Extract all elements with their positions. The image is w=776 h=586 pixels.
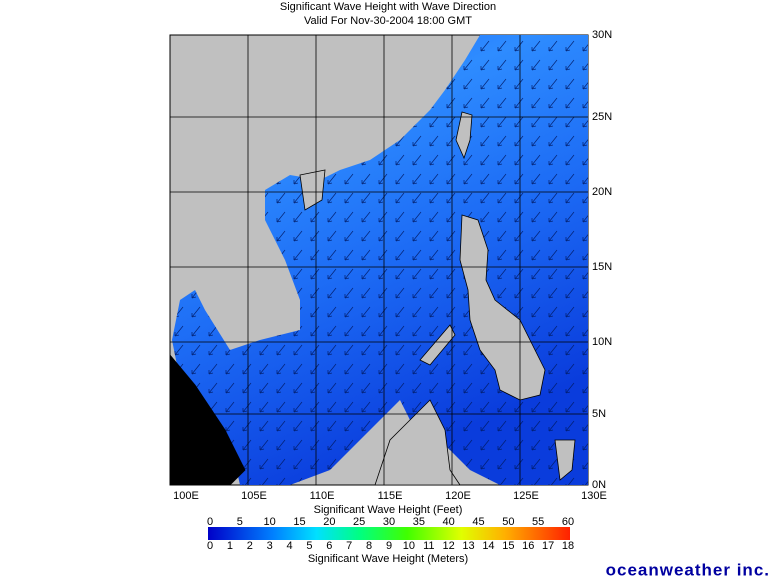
feet-tick-label: 50 bbox=[502, 516, 514, 528]
meters-tick-label: 10 bbox=[403, 540, 415, 552]
feet-tick-label: 5 bbox=[237, 516, 243, 528]
meters-tick-label: 15 bbox=[502, 540, 514, 552]
lat-label: 20N bbox=[592, 186, 612, 198]
lon-label: 100E bbox=[173, 490, 199, 502]
meters-tick-label: 16 bbox=[522, 540, 534, 552]
feet-tick-label: 30 bbox=[383, 516, 395, 528]
lon-label: 110E bbox=[310, 490, 335, 502]
meters-tick-label: 9 bbox=[386, 540, 392, 552]
meters-tick-label: 17 bbox=[542, 540, 554, 552]
lon-label: 125E bbox=[513, 490, 539, 502]
title: Significant Wave Height with Wave Direct… bbox=[280, 1, 496, 13]
meters-tick-label: 7 bbox=[346, 540, 352, 552]
meters-tick-label: 11 bbox=[423, 540, 434, 552]
lon-label: 120E bbox=[445, 490, 471, 502]
lat-label: 15N bbox=[592, 261, 612, 273]
meters-tick-label: 5 bbox=[306, 540, 312, 552]
feet-tick-label: 55 bbox=[532, 516, 544, 528]
feet-tick-label: 15 bbox=[293, 516, 305, 528]
meters-tick-label: 14 bbox=[482, 540, 494, 552]
feet-tick-label: 40 bbox=[443, 516, 455, 528]
colorbar bbox=[208, 527, 570, 540]
meters-tick-label: 0 bbox=[207, 540, 213, 552]
feet-tick-label: 25 bbox=[353, 516, 365, 528]
graticule bbox=[170, 35, 588, 485]
lat-label: 0N bbox=[592, 479, 606, 491]
lat-label: 10N bbox=[592, 336, 612, 348]
meters-tick-label: 2 bbox=[247, 540, 253, 552]
meters-tick-label: 3 bbox=[267, 540, 273, 552]
lon-label: 130E bbox=[581, 490, 607, 502]
meters-tick-label: 13 bbox=[462, 540, 474, 552]
meters-tick-label: 6 bbox=[326, 540, 332, 552]
meters-tick-label: 1 bbox=[227, 540, 233, 552]
lat-label: 30N bbox=[592, 29, 612, 41]
lat-label: 25N bbox=[592, 111, 612, 123]
logo: oceanweather inc. bbox=[606, 560, 770, 579]
meters-tick-label: 4 bbox=[286, 540, 292, 552]
sea-arrows bbox=[172, 35, 588, 485]
colorbar-feet-title: Significant Wave Height (Feet) bbox=[314, 504, 463, 516]
meters-tick-label: 18 bbox=[562, 540, 574, 552]
meters-tick-label: 8 bbox=[366, 540, 372, 552]
islands bbox=[169, 111, 576, 486]
lat-label: 5N bbox=[592, 408, 606, 420]
lon-label: 105E bbox=[241, 490, 267, 502]
feet-tick-label: 20 bbox=[323, 516, 335, 528]
meters-tick-label: 12 bbox=[443, 540, 455, 552]
feet-tick-label: 45 bbox=[472, 516, 484, 528]
feet-tick-label: 35 bbox=[413, 516, 425, 528]
map bbox=[169, 34, 589, 486]
feet-tick-label: 0 bbox=[207, 516, 213, 528]
colorbar-meters-title: Significant Wave Height (Meters) bbox=[308, 553, 468, 565]
feet-tick-label: 60 bbox=[562, 516, 574, 528]
lon-label: 115E bbox=[378, 490, 403, 502]
subtitle: Valid For Nov-30-2004 18:00 GMT bbox=[304, 15, 472, 27]
feet-tick-label: 10 bbox=[264, 516, 276, 528]
